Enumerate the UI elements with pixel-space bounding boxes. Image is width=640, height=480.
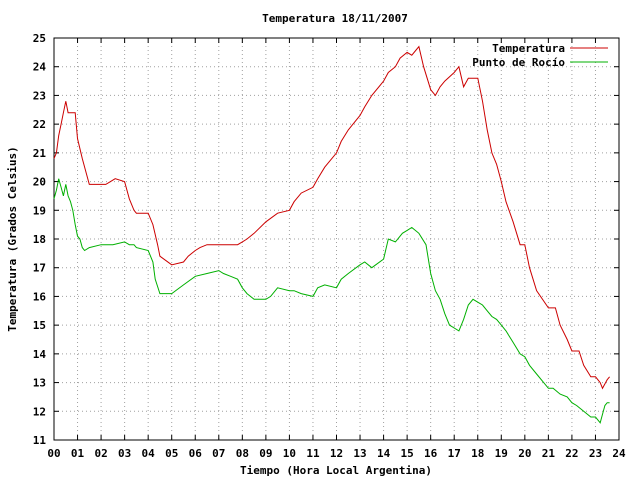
y-tick-label: 21 [33, 147, 47, 160]
x-tick-label: 18 [471, 447, 484, 460]
y-tick-label: 20 [33, 176, 46, 189]
x-tick-label: 15 [401, 447, 414, 460]
y-tick-label: 14 [33, 348, 47, 361]
y-tick-label: 23 [33, 89, 46, 102]
legend: Temperatura Punto de Rocío [472, 42, 608, 69]
x-tick-label: 09 [259, 447, 272, 460]
y-tick-label: 24 [33, 61, 47, 74]
x-tick-label: 14 [377, 447, 391, 460]
x-tick-label: 05 [165, 447, 178, 460]
x-tick-label: 21 [542, 447, 556, 460]
y-tick-label: 16 [33, 290, 47, 303]
y-tick-label: 22 [33, 118, 46, 131]
y-tick-label: 12 [33, 405, 46, 418]
y-tick-label: 17 [33, 262, 46, 275]
series-line-temperatura [53, 45, 610, 390]
y-tick-label: 13 [33, 377, 46, 390]
x-tick-label: 24 [612, 447, 626, 460]
x-tick-label: 17 [448, 447, 461, 460]
legend-label-punto-de-rocio: Punto de Rocío [472, 56, 565, 69]
x-tick-label: 20 [518, 447, 531, 460]
y-tick-label: 25 [33, 32, 46, 45]
series-lines [53, 45, 610, 424]
x-tick-label: 01 [71, 447, 85, 460]
x-tick-label: 19 [495, 447, 508, 460]
x-tick-label: 02 [94, 447, 107, 460]
y-tick-label: 11 [33, 434, 47, 447]
x-tick-label: 03 [118, 447, 131, 460]
x-tick-label: 23 [589, 447, 602, 460]
y-tick-label: 15 [33, 319, 46, 332]
grid [54, 38, 619, 440]
x-tick-label: 07 [212, 447, 225, 460]
x-tick-label: 10 [283, 447, 296, 460]
x-tick-label: 04 [142, 447, 156, 460]
x-tick-label: 22 [565, 447, 578, 460]
x-axis-label: Tiempo (Hora Local Argentina) [240, 464, 432, 477]
x-tick-label: 00 [47, 447, 60, 460]
x-tick-label: 13 [353, 447, 366, 460]
x-tick-label: 06 [189, 447, 203, 460]
y-axis-label: Temperatura (Grados Celsius) [6, 146, 19, 331]
chart-title: Temperatura 18/11/2007 [262, 12, 408, 25]
x-tick-label: 08 [236, 447, 249, 460]
x-tick-label: 11 [306, 447, 320, 460]
y-tick-label: 18 [33, 233, 46, 246]
x-tick-label: 16 [424, 447, 438, 460]
series-line-punto-de-rocio [53, 178, 610, 424]
y-tick-label: 19 [33, 204, 46, 217]
x-tick-label: 12 [330, 447, 343, 460]
axis-ticks: 00 01 02 03 04 05 06 07 08 09 10 11 12 13 14 15 16 17 18 19… [33, 32, 626, 460]
legend-label-temperatura: Temperatura [492, 42, 565, 55]
